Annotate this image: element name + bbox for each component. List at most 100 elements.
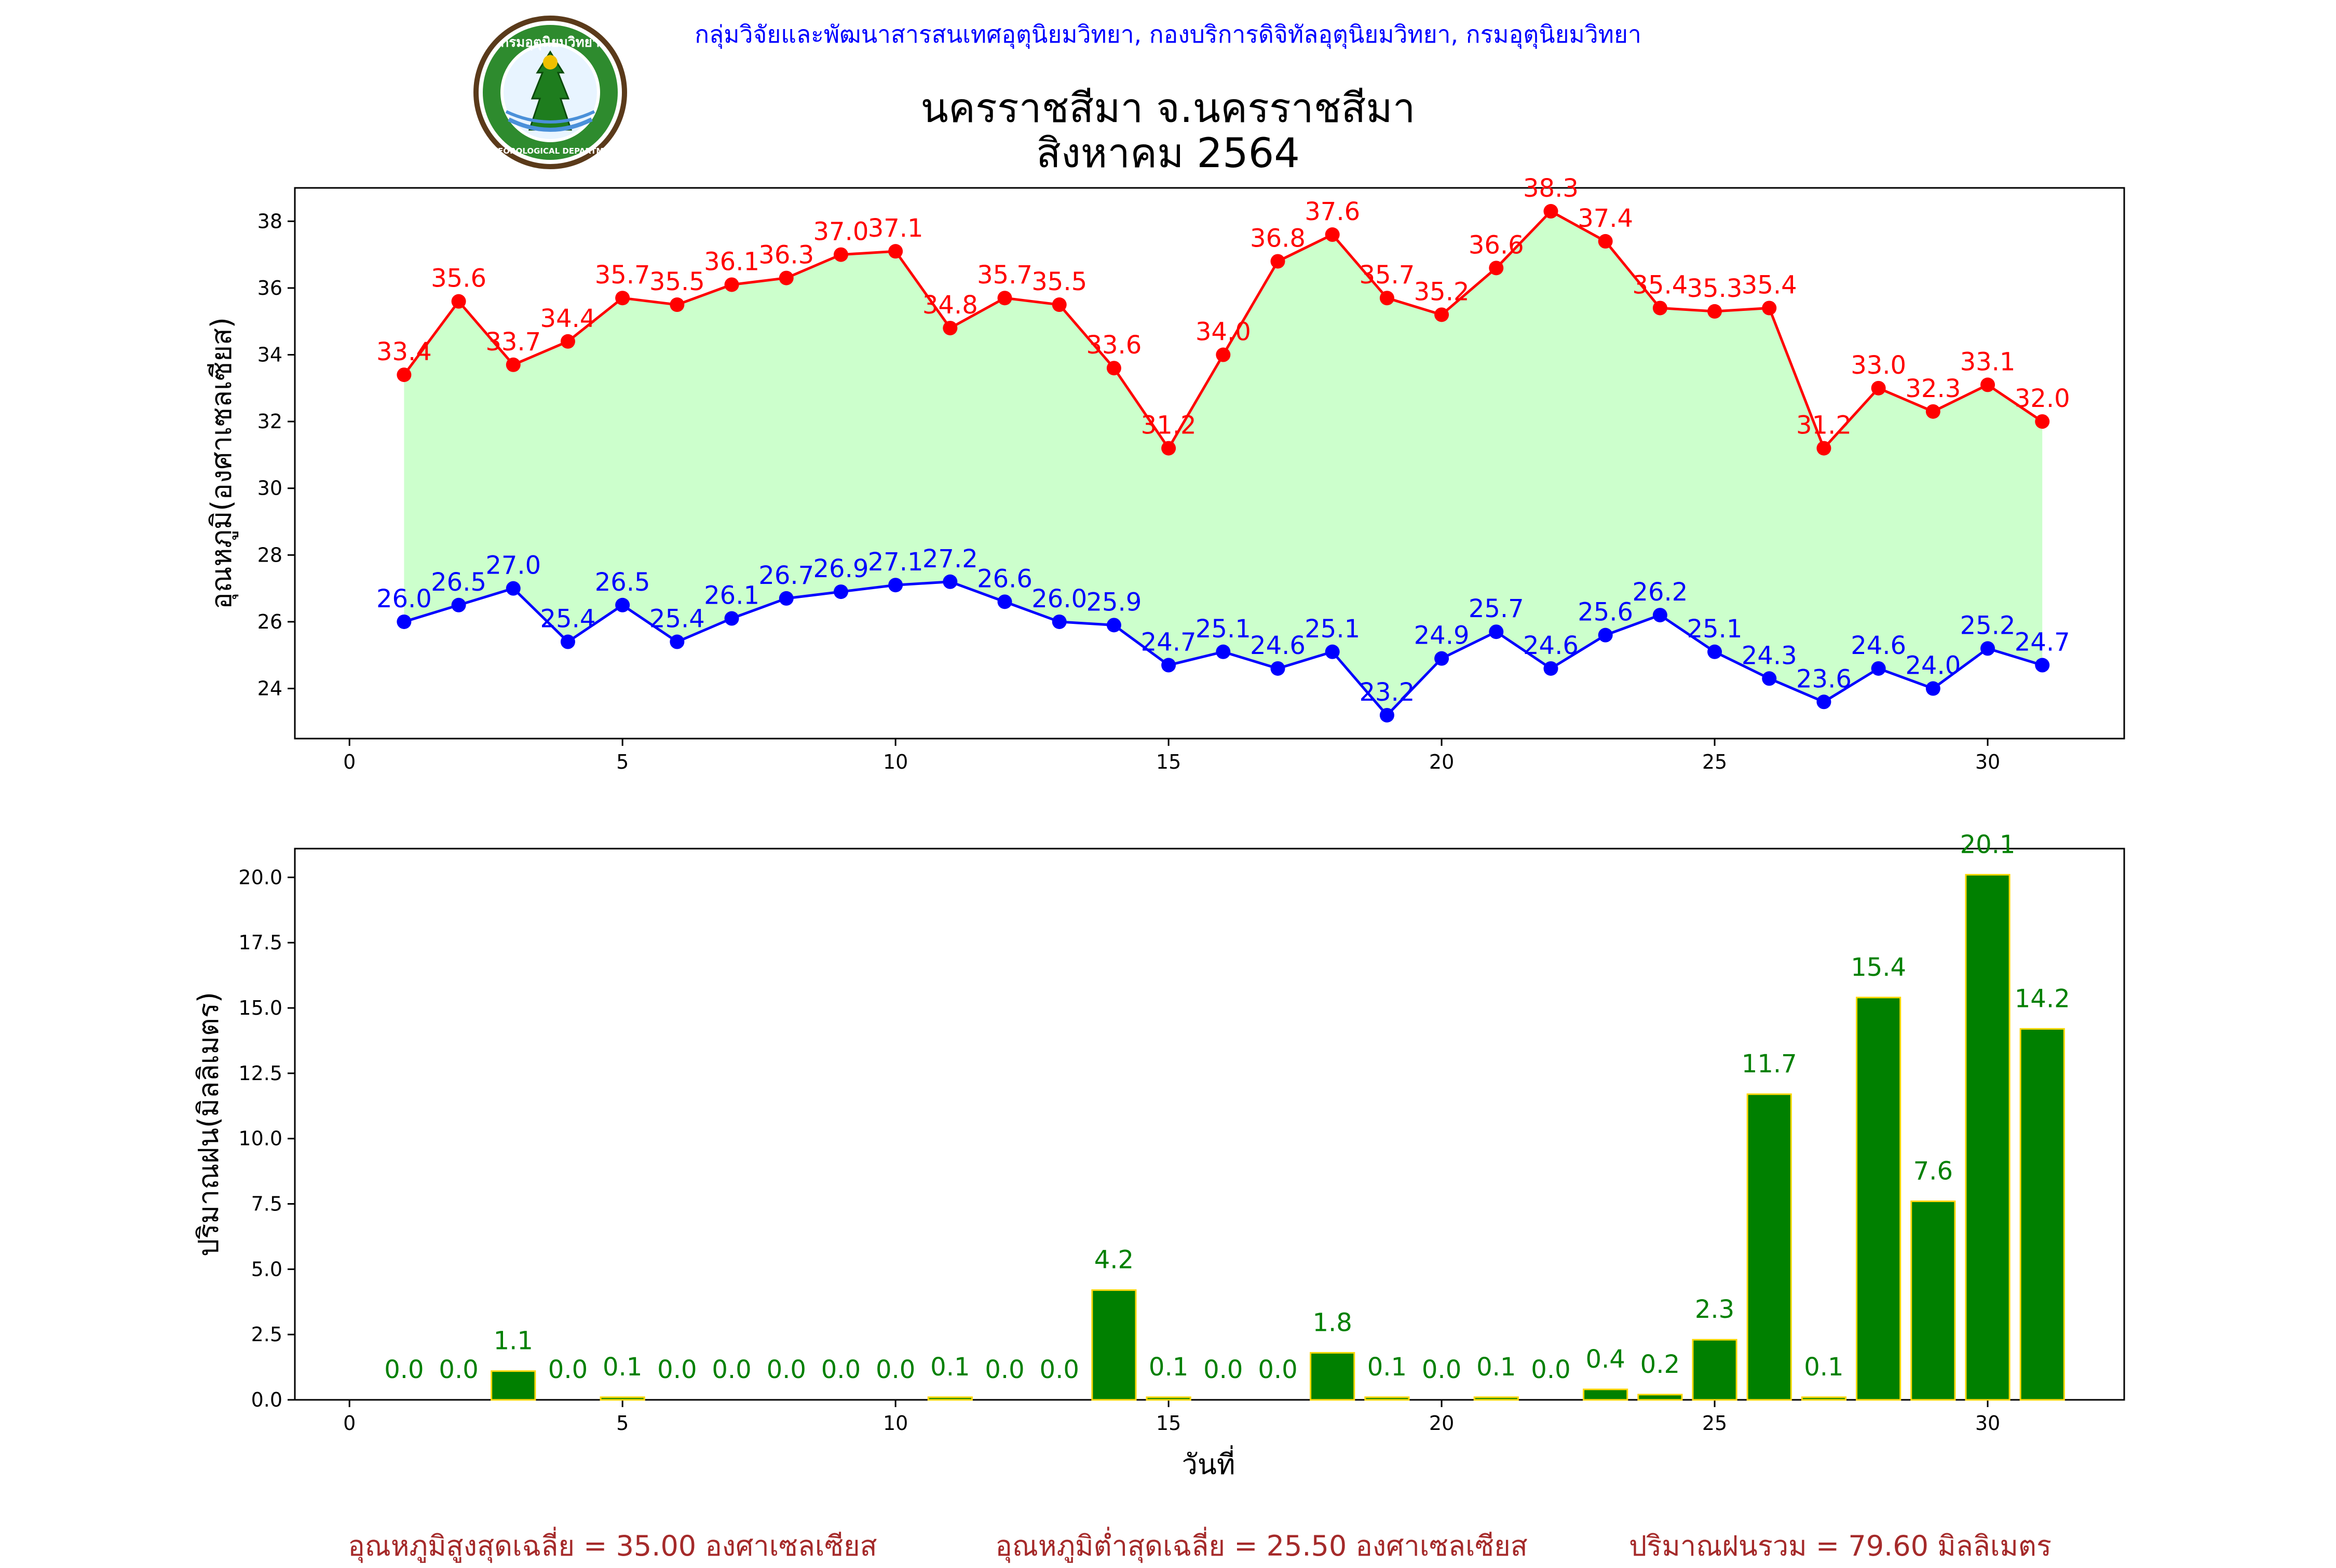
temperature-x-tick-label: 15	[1156, 751, 1181, 773]
min-temperature-point	[1379, 707, 1394, 722]
min-temperature-data-label: 24.3	[1742, 641, 1797, 670]
rainfall-data-label: 0.2	[1640, 1350, 1680, 1379]
organization-header: กลุ่มวิจัยและพัฒนาสารสนเทศอุตุนิยมวิทยา,…	[695, 20, 1641, 48]
rainfall-bar	[1856, 997, 1902, 1401]
max-temperature-data-label: 36.6	[1469, 230, 1524, 260]
rainfall-data-label: 0.1	[603, 1353, 642, 1382]
max-temperature-data-label: 35.2	[1414, 277, 1470, 306]
rainfall-data-label: 0.0	[876, 1355, 915, 1384]
max-temperature-data-label: 33.0	[1851, 351, 1906, 380]
min-temperature-point	[1707, 644, 1722, 659]
rainfall-data-label: 0.1	[1804, 1353, 1843, 1382]
rainfall-data-label: 0.1	[930, 1353, 970, 1382]
min-temperature-data-label: 25.4	[649, 605, 705, 634]
temperature-chart: 0 5 10 15 20 25 30 24 26 28 30 32 34 36 38 33.4 35.6 33.…	[205, 174, 2125, 773]
min-temperature-point	[1871, 661, 1886, 676]
min-temperature-data-label: 24.7	[2015, 628, 2070, 657]
total-rainfall: ปริมาณฝนรวม = 79.60 มิลลิเมตร	[1628, 1530, 2052, 1562]
rainfall-y-tick-label: 2.5	[251, 1323, 282, 1346]
min-temperature-data-label: 25.7	[1469, 594, 1524, 623]
rainfall-bar	[1091, 1289, 1137, 1401]
rainfall-data-label: 0.0	[1531, 1355, 1570, 1384]
rainfall-bar	[1801, 1396, 1847, 1401]
max-temperature-data-label: 35.7	[977, 261, 1033, 290]
max-temperature-point	[1980, 377, 1995, 392]
rainfall-y-tick-label: 5.0	[251, 1258, 282, 1280]
min-temperature-data-label: 25.4	[540, 605, 596, 634]
rainfall-x-tick-label: 30	[1975, 1412, 2000, 1435]
rainfall-data-label: 0.0	[1040, 1355, 1079, 1384]
temperature-y-tick-label: 28	[257, 543, 282, 566]
max-temperature-point	[1270, 254, 1285, 269]
max-temperature-point	[1325, 227, 1340, 242]
min-temperature-point	[1543, 661, 1558, 676]
rainfall-data-label: 0.0	[1203, 1355, 1243, 1384]
max-temperature-point	[1598, 234, 1613, 249]
max-temperature-data-label: 35.7	[1359, 261, 1415, 290]
min-temperature-point	[1161, 658, 1176, 673]
max-temperature-point	[560, 334, 575, 349]
min-temperature-point	[997, 594, 1012, 609]
rainfall-bar	[1364, 1396, 1410, 1401]
min-temperature-data-label: 25.6	[1578, 598, 1633, 627]
max-temperature-data-label: 37.0	[813, 217, 869, 247]
chart-title-line2: สิงหาคม 2564	[1036, 130, 1300, 177]
max-temperature-data-label: 34.8	[922, 291, 978, 320]
rainfall-y-tick-label: 10.0	[238, 1127, 282, 1150]
min-temperature-point	[1106, 618, 1121, 633]
min-temperature-data-label: 23.6	[1796, 664, 1852, 693]
max-temperature-data-label: 31.2	[1796, 411, 1852, 440]
min-temperature-point	[1216, 644, 1231, 659]
max-temperature-point	[1543, 204, 1558, 219]
min-temperature-point	[397, 614, 412, 629]
min-temperature-data-label: 25.1	[1196, 615, 1251, 644]
max-temperature-point	[1161, 441, 1176, 456]
max-temperature-data-label: 35.5	[649, 267, 705, 296]
min-temperature-data-label: 24.0	[1905, 651, 1961, 680]
min-temperature-data-label: 26.5	[431, 568, 486, 597]
rainfall-data-label: 11.7	[1742, 1049, 1797, 1079]
max-temperature-point	[943, 321, 958, 336]
meteorological-department-logo: กรมอุตุนิยมวิทยา METEOROLOGICAL DEPARTME…	[473, 16, 627, 169]
min-temperature-point	[1598, 628, 1613, 643]
rainfall-data-label: 0.0	[384, 1355, 424, 1384]
temperature-x-tick-label: 25	[1702, 751, 1727, 773]
min-temperature-point	[1325, 644, 1340, 659]
rainfall-bar	[1965, 874, 2011, 1401]
max-temperature-data-label: 35.4	[1742, 270, 1797, 299]
max-temperature-data-label: 32.3	[1905, 374, 1961, 403]
rainfall-bar	[1910, 1200, 1956, 1401]
min-temperature-point	[833, 584, 848, 599]
max-temperature-point	[1052, 297, 1067, 312]
temperature-y-tick-label: 34	[257, 344, 282, 366]
max-temperature-data-label: 37.1	[868, 214, 923, 243]
rainfall-data-label: 2.3	[1695, 1295, 1734, 1324]
min-temperature-point	[724, 611, 739, 626]
min-temperature-data-label: 27.2	[922, 544, 978, 574]
min-temperature-data-label: 24.6	[1523, 631, 1579, 660]
min-temperature-data-label: 24.6	[1250, 631, 1306, 660]
max-temperature-point	[1707, 304, 1722, 319]
temperature-x-tick-label: 5	[616, 751, 629, 773]
rainfall-y-tick-label: 20.0	[238, 866, 282, 889]
temperature-y-tick-label: 36	[257, 277, 282, 299]
min-temperature-point	[615, 597, 630, 612]
average-min-temperature: อุณหภูมิต่ำสุดเฉลี่ย = 25.50 องศาเซลเซีย…	[995, 1530, 1528, 1562]
max-temperature-data-label: 32.0	[2015, 384, 2070, 413]
rainfall-bar	[1637, 1394, 1683, 1401]
max-temperature-data-label: 36.3	[758, 241, 814, 270]
min-temperature-data-label: 26.2	[1632, 578, 1688, 607]
rainfall-data-label: 0.0	[712, 1355, 751, 1384]
max-temperature-data-label: 34.4	[540, 304, 596, 333]
max-temperature-data-label: 38.3	[1523, 174, 1579, 203]
rainfall-x-tick-label: 15	[1156, 1412, 1181, 1435]
temperature-x-tick-label: 30	[1975, 751, 2000, 773]
rainfall-x-axis-label: วันที่	[1182, 1445, 1235, 1481]
rainfall-data-label: 0.4	[1585, 1345, 1625, 1374]
rainfall-data-label: 4.2	[1094, 1246, 1134, 1275]
max-temperature-data-label: 33.4	[376, 337, 432, 366]
min-temperature-data-label: 27.0	[485, 551, 541, 580]
max-temperature-data-label: 35.6	[431, 264, 486, 293]
min-temperature-data-label: 24.9	[1414, 621, 1470, 650]
max-temperature-point	[615, 291, 630, 306]
